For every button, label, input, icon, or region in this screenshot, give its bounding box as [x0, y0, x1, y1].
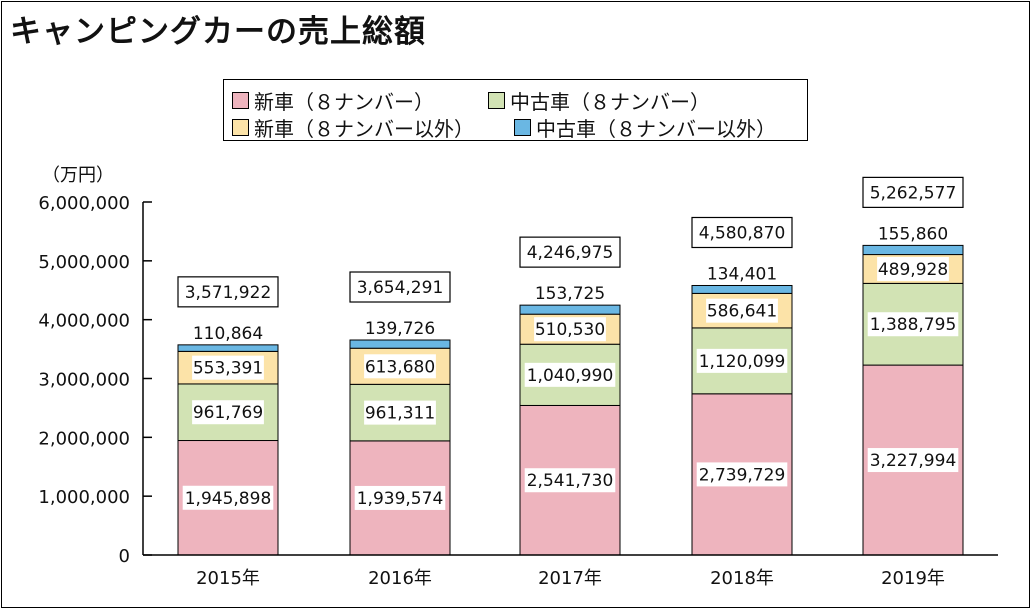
bar-segment-4-2019年 — [862, 244, 964, 256]
total-label: 5,262,577 — [870, 183, 957, 203]
legend-item-used-8-number: 中古車（８ナンバー） — [488, 86, 710, 115]
value-label: 134,401 — [707, 264, 777, 284]
x-tick-label: 2017年 — [538, 568, 602, 589]
value-label-bg — [192, 400, 264, 425]
legend-swatch-used-other — [514, 119, 531, 136]
value-label-bg — [534, 317, 606, 342]
x-tick-label: 2018年 — [710, 568, 774, 589]
total-label-box — [519, 236, 621, 268]
y-tick-label: 4,000,000 — [38, 311, 130, 332]
x-tick-label: 2016年 — [368, 568, 432, 589]
value-label: 489,928 — [878, 260, 948, 280]
legend-item-used-other: 中古車（８ナンバー以外） — [514, 113, 776, 142]
value-label: 553,391 — [193, 359, 263, 379]
total-label-box — [349, 271, 451, 303]
value-label: 510,530 — [535, 320, 605, 340]
value-label-bg — [364, 354, 436, 379]
total-label-box — [691, 216, 793, 249]
value-label: 961,311 — [365, 404, 435, 424]
value-label-bg — [354, 485, 446, 510]
y-tick-label: 2,000,000 — [38, 428, 130, 449]
value-label: 2,739,729 — [699, 465, 786, 485]
value-label-bg — [877, 256, 949, 281]
legend-label-new-other: 新車（８ナンバー以外） — [254, 117, 474, 141]
legend-item-new-8-number: 新車（８ナンバー） — [232, 86, 434, 115]
legend-item-new-other: 新車（８ナンバー以外） — [232, 113, 474, 142]
y-tick-label: 1,000,000 — [38, 487, 130, 508]
legend-swatch-new-8-number — [232, 92, 249, 109]
value-label-bg — [706, 298, 778, 323]
value-label: 961,769 — [193, 403, 263, 423]
value-label: 1,388,795 — [870, 315, 957, 335]
value-label: 110,864 — [193, 324, 263, 344]
x-tick-label: 2019年 — [881, 568, 945, 589]
total-label-box — [862, 176, 964, 208]
value-label-bg — [192, 355, 264, 380]
x-tick-label: 2015年 — [196, 568, 260, 589]
value-label: 1,939,574 — [357, 489, 444, 509]
value-label-bg — [696, 348, 788, 373]
y-tick-label: 3,000,000 — [38, 370, 130, 391]
value-label: 1,120,099 — [699, 352, 786, 372]
bar-segment-4-2016年 — [349, 339, 451, 349]
value-label: 1,945,898 — [185, 489, 272, 509]
total-label: 4,246,975 — [527, 243, 614, 263]
value-label: 155,860 — [878, 224, 948, 244]
value-label-bg — [867, 312, 959, 337]
y-tick-label: 6,000,000 — [38, 193, 130, 214]
value-label-bg — [696, 462, 788, 487]
legend-label-used-8-number: 中古車（８ナンバー） — [510, 90, 710, 114]
bar-segment-4-2017年 — [519, 304, 621, 315]
total-label: 4,580,870 — [699, 223, 786, 243]
bar-segment-4-2015年 — [177, 344, 279, 352]
chart-legend: 新車（８ナンバー） 中古車（８ナンバー） 新車（８ナンバー以外） 中古車（８ナン… — [223, 79, 808, 141]
value-label-bg — [182, 485, 274, 510]
y-axis-unit-label: （万円） — [42, 165, 114, 186]
y-tick-label: 5,000,000 — [38, 252, 130, 273]
legend-swatch-used-8-number — [488, 92, 505, 109]
value-label: 139,726 — [365, 319, 435, 339]
value-label-bg — [867, 448, 959, 473]
legend-label-used-other: 中古車（８ナンバー以外） — [536, 117, 776, 141]
total-label: 3,571,922 — [185, 283, 272, 303]
legend-label-new-8-number: 新車（８ナンバー） — [254, 90, 434, 114]
value-label: 586,641 — [707, 302, 777, 322]
value-label: 613,680 — [365, 357, 435, 377]
y-tick-label: 0 — [119, 546, 130, 567]
value-label-bg — [524, 468, 616, 493]
value-label: 1,040,990 — [527, 366, 614, 386]
total-label: 3,654,291 — [357, 278, 444, 298]
value-label-bg — [364, 400, 436, 425]
value-label: 153,725 — [535, 284, 605, 304]
total-label-box — [177, 276, 279, 308]
legend-swatch-new-other — [232, 119, 249, 136]
chart-title: キャンピングカーの売上総額 — [10, 14, 426, 50]
value-label-bg — [524, 362, 616, 387]
value-label: 2,541,730 — [527, 471, 614, 491]
bar-segment-4-2018年 — [691, 284, 793, 294]
value-label: 3,227,994 — [870, 451, 957, 471]
